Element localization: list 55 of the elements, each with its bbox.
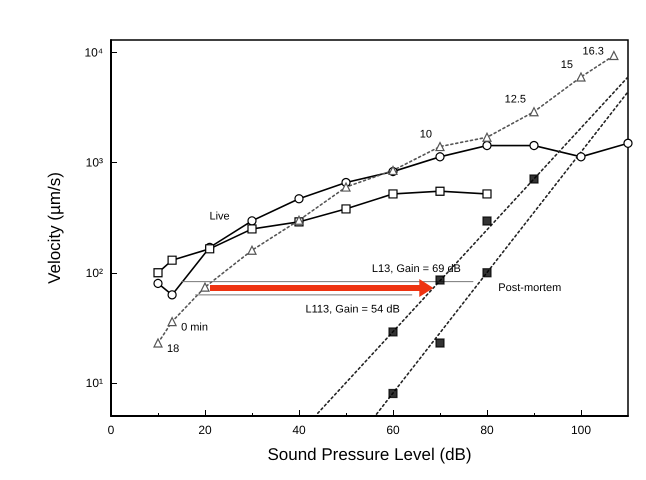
point [294, 194, 304, 204]
point [168, 290, 177, 300]
point [168, 317, 177, 326]
point [247, 246, 257, 255]
point [482, 189, 492, 199]
point [247, 224, 257, 234]
annotation: 0 min [181, 322, 208, 334]
x-tick-label: 20 [198, 423, 212, 437]
y-tick-label: 10² [86, 266, 104, 280]
x-tick-label: 60 [386, 423, 400, 437]
x-tick-label: 40 [292, 423, 306, 437]
x-tick-label: 80 [480, 423, 494, 437]
point [623, 138, 633, 148]
y-tick-label: 10¹ [86, 376, 104, 390]
y-tick-label: 10⁴ [84, 46, 103, 60]
point [153, 278, 163, 288]
point [247, 216, 257, 226]
annotation: Post-mortem [498, 282, 562, 294]
point [482, 132, 492, 142]
point [341, 204, 351, 214]
series-label: L113, Gain = 54 dB [306, 303, 400, 316]
point [576, 152, 586, 162]
point [388, 327, 398, 337]
point [609, 50, 618, 60]
point [529, 107, 539, 116]
annotation: 10 [420, 128, 432, 141]
x-tick-label: 0 [108, 423, 115, 437]
point [168, 256, 177, 265]
point [388, 189, 398, 199]
point [482, 268, 492, 278]
point [435, 275, 445, 285]
annotation: 12.5 [504, 94, 526, 106]
point [435, 186, 445, 196]
y-tick-label: 10³ [86, 156, 104, 170]
point [153, 268, 163, 278]
y-axis-title: Velocity (µm/s) [45, 172, 64, 284]
point [341, 182, 351, 192]
annotation: 18 [167, 343, 180, 356]
point [576, 72, 586, 82]
annotation: 15 [560, 58, 573, 71]
series-label: L13, Gain = 69 dB [372, 263, 461, 276]
point [388, 388, 398, 398]
point [153, 338, 163, 348]
point [435, 142, 445, 152]
x-axis-title: Sound Pressure Level (dB) [267, 445, 472, 464]
point [482, 216, 492, 226]
annotation: 16.3 [582, 46, 604, 58]
point [482, 140, 492, 150]
x-tick-label: 100 [570, 423, 592, 437]
point [529, 174, 539, 184]
annotation: Live [209, 210, 230, 223]
point [435, 152, 445, 162]
point [529, 140, 539, 150]
point [200, 282, 210, 292]
point [435, 338, 445, 348]
